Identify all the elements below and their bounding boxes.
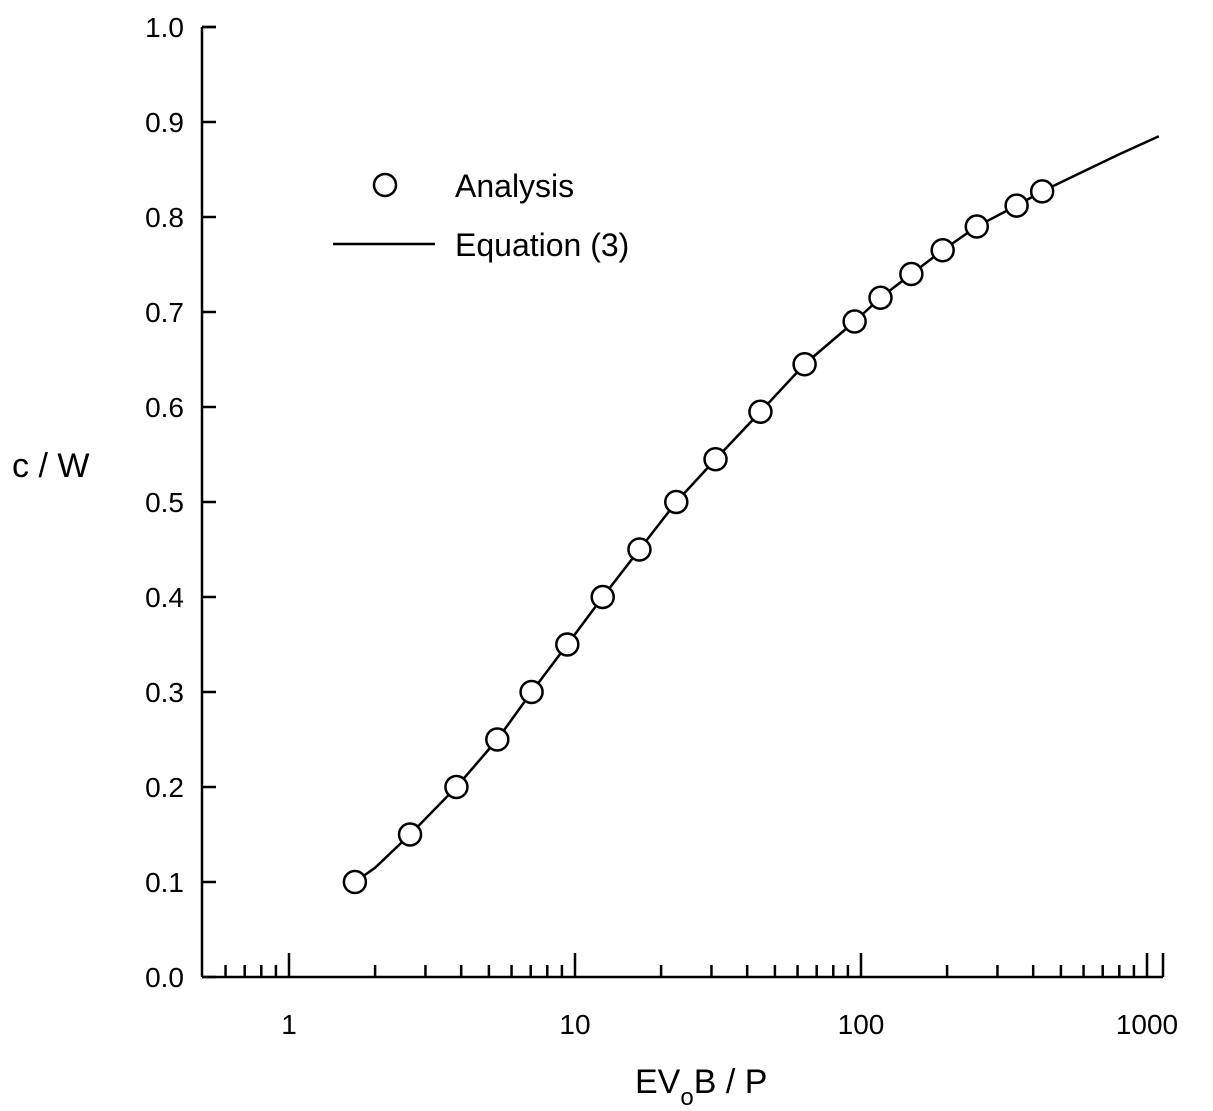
y-tick-label: 0.6	[145, 392, 184, 423]
ticks: 0.0 0.1 0.2 0.3 0.4 0.5 0.6 0.7 0.8 0.9 1.0 1 10 100 1…	[145, 12, 1178, 1040]
x-axis-title: EVoB / P	[635, 1063, 767, 1111]
y-tick-label: 0.5	[145, 487, 184, 518]
analysis-point	[519, 679, 544, 705]
y-tick-label: 0.1	[145, 867, 184, 898]
series-layer	[342, 135, 1160, 895]
y-tick-label: 0.4	[145, 582, 184, 613]
analysis-point	[627, 537, 652, 562]
x-tick-label: 1000	[1116, 1009, 1178, 1040]
x-axis-title-sub: o	[680, 1084, 693, 1111]
analysis-point	[397, 822, 423, 847]
analysis-point	[1029, 179, 1055, 204]
y-tick-label: 1.0	[145, 12, 184, 43]
analysis-point	[1004, 193, 1029, 218]
legend: Analysis Equation (3)	[333, 168, 629, 263]
analysis-point	[485, 727, 510, 752]
analysis-point	[792, 352, 817, 377]
analysis-point	[842, 309, 867, 334]
y-tick-label: 0.7	[145, 297, 184, 328]
x-tick-label: 10	[559, 1009, 590, 1040]
y-tick-label: 0.9	[145, 107, 184, 138]
analysis-point	[590, 584, 615, 610]
legend-equation-label: Equation (3)	[455, 227, 629, 263]
analysis-point	[664, 489, 689, 515]
analysis-point	[930, 238, 955, 263]
analysis-point	[444, 774, 469, 800]
analysis-point	[342, 869, 368, 895]
y-tick-label: 0.3	[145, 677, 184, 708]
legend-analysis-label: Analysis	[455, 168, 574, 204]
x-tick-label: 1	[281, 1009, 297, 1040]
analysis-point	[868, 285, 893, 310]
y-tick-label: 0.2	[145, 772, 184, 803]
analysis-point	[703, 447, 728, 472]
y-tick-label: 0.8	[145, 202, 184, 233]
x-axis-title-main: EV	[635, 1063, 681, 1101]
analysis-point	[899, 261, 924, 287]
analysis-point	[964, 214, 990, 239]
analysis-point	[555, 632, 580, 657]
y-tick-label: 0.0	[145, 962, 184, 993]
x-tick-label: 100	[838, 1009, 885, 1040]
y-axis-title: c / W	[12, 447, 89, 485]
x-axis-title-rest: B / P	[694, 1063, 768, 1101]
analysis-point	[748, 399, 773, 424]
legend-analysis-marker	[372, 172, 398, 198]
